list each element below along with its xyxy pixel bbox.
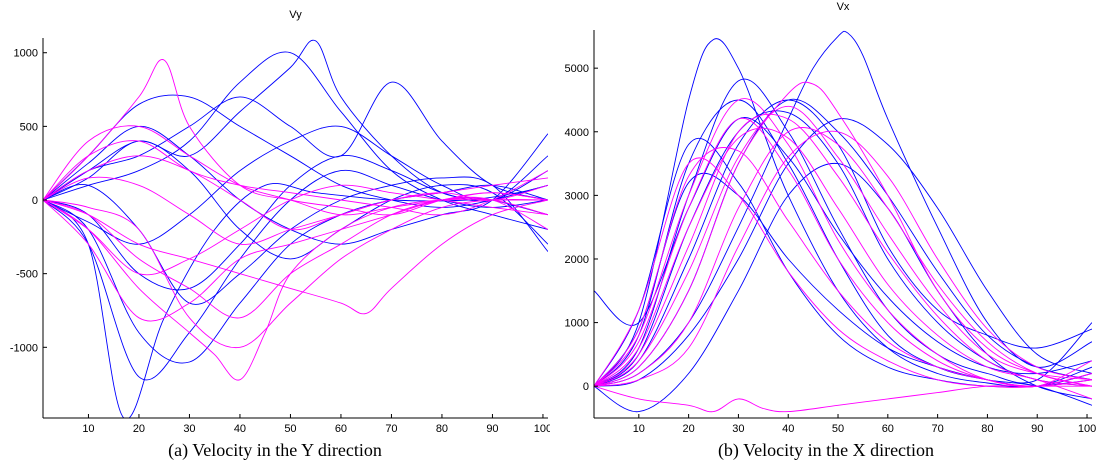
y-tick-label-2000: 2000: [565, 254, 589, 266]
series-line-17: [43, 155, 548, 231]
x-tick-label-70: 70: [385, 423, 397, 432]
y-tick-label-3000: 3000: [565, 190, 589, 202]
y-tick-label--1000: -1000: [10, 342, 38, 354]
x-tick-label-60: 60: [335, 423, 347, 432]
series-line-12: [43, 59, 548, 216]
series-line-9: [43, 125, 548, 245]
series-line-0: [594, 38, 1092, 388]
series-line-21: [43, 140, 548, 216]
x-tick-label-100: 100: [534, 423, 550, 432]
series-line-20: [43, 184, 548, 276]
x-tick-label-80: 80: [436, 423, 448, 432]
series-line-3: [594, 98, 1092, 387]
series-line-6: [43, 140, 548, 260]
x-tick-label-20: 20: [133, 423, 145, 432]
series-line-20: [594, 147, 1092, 388]
y-tick-label-1000: 1000: [565, 318, 589, 330]
x-tick-label-90: 90: [486, 423, 498, 432]
x-tick-label-100: 100: [1078, 423, 1096, 432]
series-line-19: [43, 176, 548, 245]
series-line-12: [594, 81, 1092, 387]
series-line-5: [43, 155, 548, 291]
figure-vy: 10 20 30 40 50 60 70 80 90 100 -1000 -500 0 500 1000 Vy…: [0, 0, 550, 466]
series-line-10: [43, 176, 548, 305]
x-tick-label-10: 10: [82, 423, 94, 432]
chart-vx: 10 20 30 40 50 60 70 80 90 1000100020003000400050…: [565, 1, 1097, 432]
x-tick-label-10: 10: [633, 423, 645, 432]
chart-vy: 10 20 30 40 50 60 70 80 90 100 -1000 -500 0 500 1000 Vy: [10, 9, 550, 432]
series-line-9: [594, 99, 1092, 387]
x-tick-label-40: 40: [782, 423, 794, 432]
y-tick-label-0: 0: [32, 195, 38, 207]
series-line-11: [594, 117, 1092, 375]
x-tick-label-70: 70: [931, 423, 943, 432]
y-tick-label-5000: 5000: [565, 63, 589, 75]
x-tick-label-50: 50: [832, 423, 844, 432]
x-tick-label-60: 60: [882, 423, 894, 432]
y-tick-label-500: 500: [20, 121, 38, 133]
x-tick-label-30: 30: [183, 423, 195, 432]
x-tick-label-40: 40: [234, 423, 246, 432]
caption-vx: (b) Velocity in the X direction: [717, 440, 935, 460]
series-line-18: [43, 196, 548, 319]
series-line-13: [594, 98, 1092, 387]
series-line-22: [594, 127, 1092, 400]
series-line-2: [594, 99, 1092, 387]
x-tick-label-80: 80: [981, 423, 993, 432]
series-line-18: [594, 385, 1092, 413]
series-line-1: [594, 30, 1092, 387]
series-line-21: [594, 130, 1092, 387]
figure-vx: 10 20 30 40 50 60 70 80 90 100 0 1000 2000 3000 4000 50…: [551, 0, 1101, 466]
series-group: [594, 30, 1092, 413]
y-tick-label-4000: 4000: [565, 127, 589, 139]
y-tick-label-1000: 1000: [14, 48, 38, 60]
series-line-2: [43, 184, 548, 364]
series-line-22: [43, 199, 548, 349]
series-line-8: [43, 81, 548, 201]
x-tick-label-50: 50: [284, 423, 296, 432]
series-line-14: [43, 199, 548, 315]
caption-vy: (a) Velocity in the Y direction: [168, 440, 382, 460]
series-line-14: [594, 113, 1092, 387]
x-tick-label-20: 20: [682, 423, 694, 432]
x-tick-label-90: 90: [1031, 423, 1043, 432]
series-line-6: [594, 118, 1092, 387]
x-tick-label-30: 30: [732, 423, 744, 432]
series-line-10: [594, 172, 1092, 406]
series-line-0: [43, 183, 548, 418]
series-line-16: [594, 127, 1092, 387]
y-tick-label-0: 0: [583, 381, 589, 393]
chart-title: Vx: [837, 1, 850, 13]
y-tick-label--500: -500: [16, 269, 38, 281]
series-group: [43, 39, 548, 418]
series-line-4: [43, 51, 548, 230]
chart-title: Vy: [289, 9, 302, 21]
series-line-19: [594, 105, 1092, 387]
